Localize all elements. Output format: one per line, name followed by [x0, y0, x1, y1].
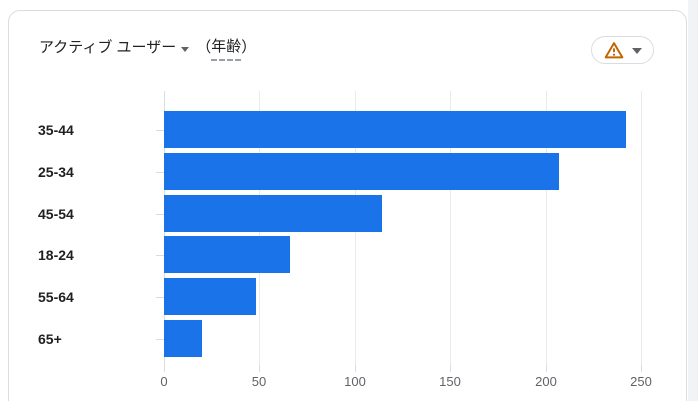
paren-close: ） [241, 39, 257, 56]
data-quality-button[interactable] [591, 36, 654, 64]
category-label: 65+ [38, 331, 62, 347]
bar-55-64[interactable] [164, 278, 256, 315]
x-axis-tick-label: 150 [439, 374, 461, 389]
bar-chart-plot: 0 50 100 150 200 250 [160, 91, 652, 389]
metric-name[interactable]: アクティブ ユーザー [39, 39, 177, 56]
x-axis-tick-label: 250 [630, 374, 652, 389]
category-tick [156, 214, 164, 215]
chevron-down-icon [631, 47, 642, 54]
x-axis-tick [546, 365, 547, 372]
x-axis-tick [450, 365, 451, 372]
x-axis-tick-label: 0 [160, 374, 168, 389]
card-header: アクティブ ユーザー （ 年齢 ） [9, 11, 686, 81]
bar-65+[interactable] [164, 320, 202, 357]
category-tick [156, 172, 164, 173]
x-axis-tick-label: 200 [535, 374, 557, 389]
page-background-strip [688, 0, 698, 401]
category-tick [156, 130, 164, 131]
category-label: 55-64 [38, 289, 74, 305]
category-tick [156, 339, 164, 340]
category-label: 35-44 [38, 122, 74, 138]
bar-18-24[interactable] [164, 236, 290, 273]
bar-25-34[interactable] [164, 153, 559, 190]
category-tick [156, 297, 164, 298]
gridline [546, 91, 547, 365]
x-axis-tick-label: 50 [251, 374, 267, 389]
active-users-card: アクティブ ユーザー （ 年齢 ） 0 50 100 150 200 250 35-44 2… [8, 10, 687, 401]
x-axis-tick [164, 365, 165, 372]
bar-35-44[interactable] [164, 111, 626, 148]
category-label: 25-34 [38, 164, 74, 180]
bar-45-54[interactable] [164, 195, 382, 232]
x-axis-tick [259, 365, 260, 372]
warning-triangle-icon [604, 42, 623, 59]
gridline [641, 91, 642, 365]
category-label: 45-54 [38, 206, 74, 222]
gridline [450, 91, 451, 365]
card-title: アクティブ ユーザー （ 年齢 ） [39, 36, 257, 61]
x-axis-tick [641, 365, 642, 372]
x-axis-tick-label: 100 [344, 374, 366, 389]
paren-open: （ [196, 39, 212, 56]
metric-dropdown-icon[interactable] [181, 46, 190, 52]
category-tick [156, 255, 164, 256]
category-label: 18-24 [38, 247, 74, 263]
x-axis-tick [355, 365, 356, 372]
dimension-label[interactable]: 年齢 [211, 36, 242, 61]
